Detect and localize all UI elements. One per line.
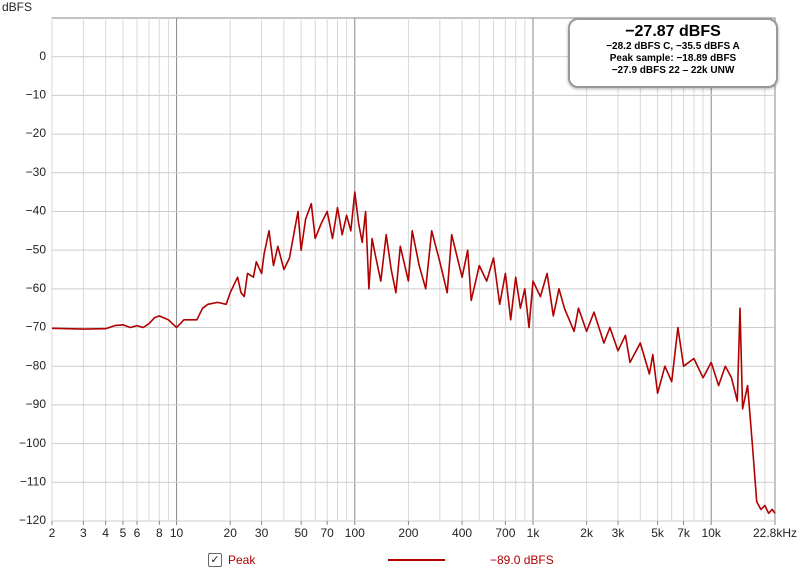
x-tick-label: 3k	[612, 526, 626, 540]
y-tick-label: −10	[26, 88, 47, 102]
legend-readout: −89.0 dBFS	[490, 553, 554, 567]
x-tick-label: 8	[156, 526, 163, 540]
y-tick-label: −60	[26, 281, 47, 295]
x-tick-label: 5k	[651, 526, 665, 540]
x-tick-label: 10	[170, 526, 184, 540]
y-axis-label: dBFS	[2, 0, 32, 14]
y-tick-label: −100	[19, 436, 46, 450]
band-level: −27.9 dBFS 22 – 22k UNW	[611, 65, 735, 76]
checkbox[interactable]: ✓	[208, 553, 222, 567]
x-tick-label: 10k	[702, 526, 722, 540]
weighted-level: −28.2 dBFS C, −35.5 dBFS A	[606, 41, 740, 52]
x-tick-label: 5	[120, 526, 127, 540]
x-tick-label: 30	[255, 526, 269, 540]
y-tick-label: −80	[26, 358, 47, 372]
x-tick-label: 100	[345, 526, 365, 540]
legend: ✓ Peak −89.0 dBFS	[0, 551, 800, 571]
x-tick-label: 20	[224, 526, 238, 540]
y-tick-label: −70	[26, 320, 47, 334]
peak-sample: Peak sample: −18.89 dBFS	[609, 53, 737, 64]
y-tick-label: −40	[26, 204, 47, 218]
x-tick-label: 400	[452, 526, 472, 540]
x-tick-label: 2k	[580, 526, 594, 540]
y-tick-label: −20	[26, 126, 47, 140]
x-tick-label: 700	[495, 526, 515, 540]
x-tick-label: 3	[80, 526, 87, 540]
x-tick-label: 200	[398, 526, 418, 540]
x-tick-label: 50	[294, 526, 308, 540]
y-tick-label: −120	[19, 513, 46, 527]
level: −27.87 dBFS	[625, 23, 721, 40]
spectrum-line	[51, 191, 776, 515]
plot-area	[51, 17, 776, 522]
legend-swatch	[388, 559, 445, 561]
x-tick-label: 6	[134, 526, 141, 540]
x-tick-label: 2	[49, 526, 56, 540]
y-tick-label: −90	[26, 397, 47, 411]
x-tick-label: 22.8kHz	[753, 526, 797, 540]
y-tick-label: −30	[26, 165, 47, 179]
level-readout: −27.87 dBFS −28.2 dBFS C, −35.5 dBFS A P…	[568, 18, 778, 88]
y-tick-label: −110	[20, 474, 46, 488]
x-tick-label: 4	[102, 526, 109, 540]
y-tick-label: −50	[26, 242, 47, 256]
x-tick-label: 70	[320, 526, 334, 540]
x-tick-label: 7k	[677, 526, 691, 540]
x-tick-label: 1k	[527, 526, 541, 540]
legend-label: Peak	[228, 553, 256, 567]
y-tick-label: 0	[39, 49, 46, 63]
